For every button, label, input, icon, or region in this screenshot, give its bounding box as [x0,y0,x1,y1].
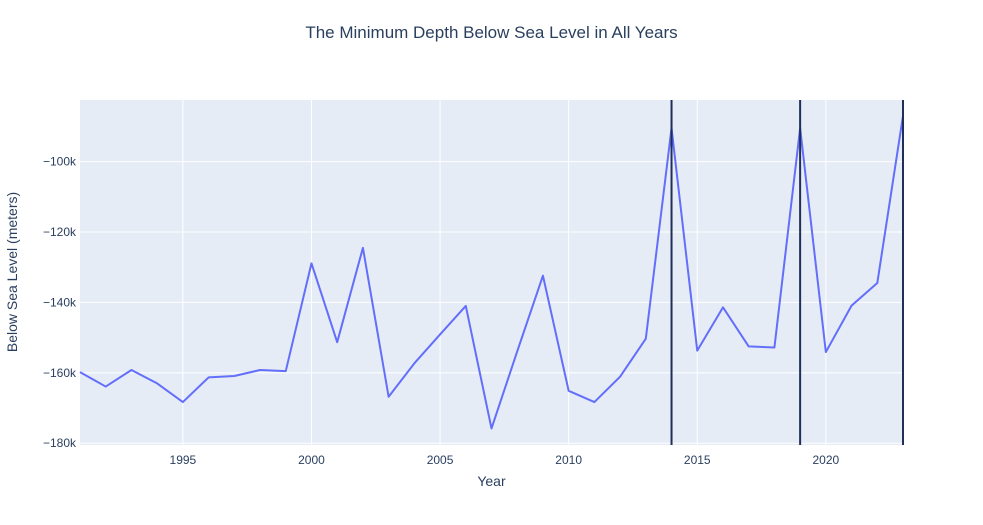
x-gridlines [182,100,827,445]
y-tick-label: −160k [43,366,77,380]
chart-title: The Minimum Depth Below Sea Level in All… [305,23,677,42]
x-axis-label: Year [477,473,506,489]
y-tick-label: −120k [43,225,77,239]
y-tick-labels: −180k −160k −140k −120k −100k [43,155,77,451]
x-tick-label: 2005 [427,453,454,467]
x-tick-labels: 1995 2000 2005 2010 2015 2020 [170,453,840,467]
x-tick-label: 2020 [812,453,839,467]
y-axis-label: Below Sea Level (meters) [4,192,20,352]
y-tick-label: −100k [43,155,77,169]
x-tick-label: 2000 [298,453,325,467]
y-gridlines [80,161,903,444]
y-tick-label: −180k [43,436,77,450]
x-tick-label: 2015 [684,453,711,467]
x-tick-label: 2010 [555,453,582,467]
x-tick-label: 1995 [170,453,197,467]
vertical-markers [670,100,904,445]
plot-area [80,100,903,445]
depth-series-line [79,115,904,430]
y-tick-label: −140k [43,295,77,309]
